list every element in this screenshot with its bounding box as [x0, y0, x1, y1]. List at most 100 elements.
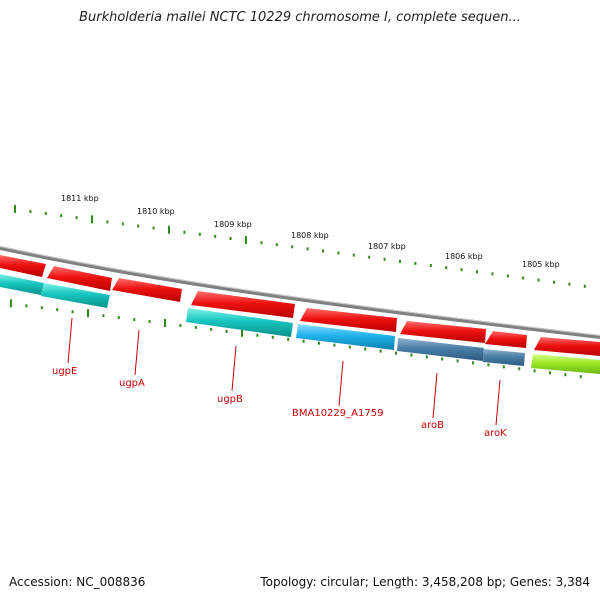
- gene-label[interactable]: aroB: [421, 420, 444, 431]
- tick-mark: [137, 224, 140, 228]
- tick-mark: [291, 245, 294, 249]
- kbp-label: 1811 kbp: [61, 194, 99, 203]
- tick-mark: [322, 249, 324, 253]
- tick-mark: [183, 230, 186, 234]
- gene-leader-line: [134, 329, 140, 376]
- gene-BMA10229_A1759-block[interactable]: [296, 324, 395, 350]
- gene-labels: ugpE ugpA ugpB BMA10229_A1759 aroB aroK: [52, 317, 507, 439]
- tick-mark: [87, 309, 89, 318]
- tick-mark: [533, 369, 536, 373]
- tick-mark: [152, 226, 155, 230]
- kbp-tick-row-lower: [10, 299, 582, 379]
- tick-mark: [91, 215, 93, 224]
- genome-backbone: [0, 246, 600, 339]
- tick-mark: [410, 353, 413, 357]
- tick-mark: [506, 274, 509, 278]
- kbp-label: 1808 kbp: [291, 231, 329, 240]
- gene-arrow[interactable]: [400, 321, 486, 343]
- tick-mark: [395, 351, 397, 355]
- tick-mark: [210, 327, 213, 331]
- gene-arrow[interactable]: [191, 291, 295, 318]
- tick-mark: [194, 325, 197, 329]
- topology-summary: Topology: circular; Length: 3,458,208 bp…: [260, 575, 590, 589]
- tick-mark: [306, 247, 309, 251]
- gene-ugpB-block[interactable]: [186, 308, 293, 337]
- tick-mark: [399, 259, 401, 263]
- gene-label[interactable]: BMA10229_A1759: [292, 408, 383, 419]
- tick-mark: [275, 243, 278, 247]
- gene-leader-line: [338, 360, 344, 407]
- tick-mark: [383, 257, 386, 261]
- kbp-tick-row-upper: [14, 204, 586, 288]
- tick-mark: [256, 333, 259, 337]
- tick-mark: [164, 319, 166, 327]
- tick-mark: [179, 324, 182, 327]
- tick-mark: [245, 236, 247, 245]
- gene-leader-line: [67, 317, 73, 364]
- tick-mark: [106, 220, 109, 224]
- tick-mark: [44, 212, 47, 215]
- gene-label[interactable]: ugpE: [52, 366, 77, 377]
- tick-mark: [456, 359, 459, 363]
- tick-mark: [333, 343, 336, 347]
- gene-arrow[interactable]: [0, 255, 46, 277]
- tick-mark: [564, 373, 567, 377]
- accession-text: Accession: NC_008836: [9, 575, 146, 589]
- gene-arrow[interactable]: [300, 308, 397, 332]
- kbp-labels: 1811 kbp 1810 kbp 1809 kbp 1808 kbp 1807 kbp…: [61, 194, 560, 269]
- tick-mark: [476, 270, 478, 274]
- gene-arrow[interactable]: [534, 337, 600, 356]
- gene-leader-line: [495, 379, 501, 426]
- gene-label[interactable]: ugpB: [217, 394, 243, 405]
- tick-mark: [568, 282, 571, 286]
- tick-mark: [445, 266, 448, 270]
- tick-mark: [318, 341, 320, 345]
- tick-mark: [198, 232, 201, 236]
- tick-mark: [71, 310, 74, 314]
- tick-mark: [60, 214, 63, 218]
- tick-mark: [518, 367, 521, 371]
- tick-mark: [10, 299, 12, 308]
- tick-mark: [487, 363, 490, 367]
- tick-mark: [117, 316, 120, 320]
- tick-mark: [348, 345, 351, 349]
- gene-ugpE-block[interactable]: [0, 274, 44, 295]
- gene-arrow[interactable]: [112, 278, 182, 302]
- gene-ugpA-block[interactable]: [41, 283, 110, 308]
- tick-mark: [148, 320, 151, 323]
- tick-mark: [502, 365, 505, 369]
- tick-mark: [302, 339, 305, 343]
- gene-leader-line: [231, 345, 237, 392]
- tick-mark: [379, 349, 382, 353]
- gene-label[interactable]: aroK: [484, 428, 507, 439]
- forward-strand-genes: [0, 255, 600, 356]
- tick-mark: [472, 361, 474, 365]
- tick-mark: [229, 237, 232, 240]
- tick-mark: [425, 355, 428, 359]
- gene-arrow[interactable]: [485, 331, 527, 348]
- gene-aroB-block[interactable]: [397, 338, 484, 361]
- tick-mark: [214, 234, 217, 238]
- tick-mark: [14, 204, 16, 213]
- tick-mark: [491, 272, 494, 276]
- tick-mark: [260, 241, 263, 245]
- tick-mark: [168, 225, 170, 234]
- tick-mark: [102, 314, 105, 318]
- kbp-label: 1810 kbp: [137, 207, 175, 216]
- gene-label[interactable]: ugpA: [119, 378, 145, 389]
- gene-arrow[interactable]: [47, 266, 112, 291]
- tick-mark: [25, 304, 28, 308]
- gene-green-block[interactable]: [531, 354, 600, 374]
- tick-mark: [414, 261, 417, 265]
- tick-mark: [352, 253, 355, 257]
- tick-mark: [537, 278, 540, 282]
- kbp-label: 1809 kbp: [214, 220, 252, 229]
- gene-aroK-block[interactable]: [483, 349, 525, 366]
- tick-mark: [460, 268, 463, 272]
- tick-mark: [271, 335, 274, 339]
- tick-mark: [429, 264, 432, 267]
- kbp-label: 1806 kbp: [445, 252, 483, 261]
- tick-mark: [56, 308, 59, 312]
- tick-mark: [553, 280, 555, 284]
- kbp-label: 1807 kbp: [368, 242, 406, 251]
